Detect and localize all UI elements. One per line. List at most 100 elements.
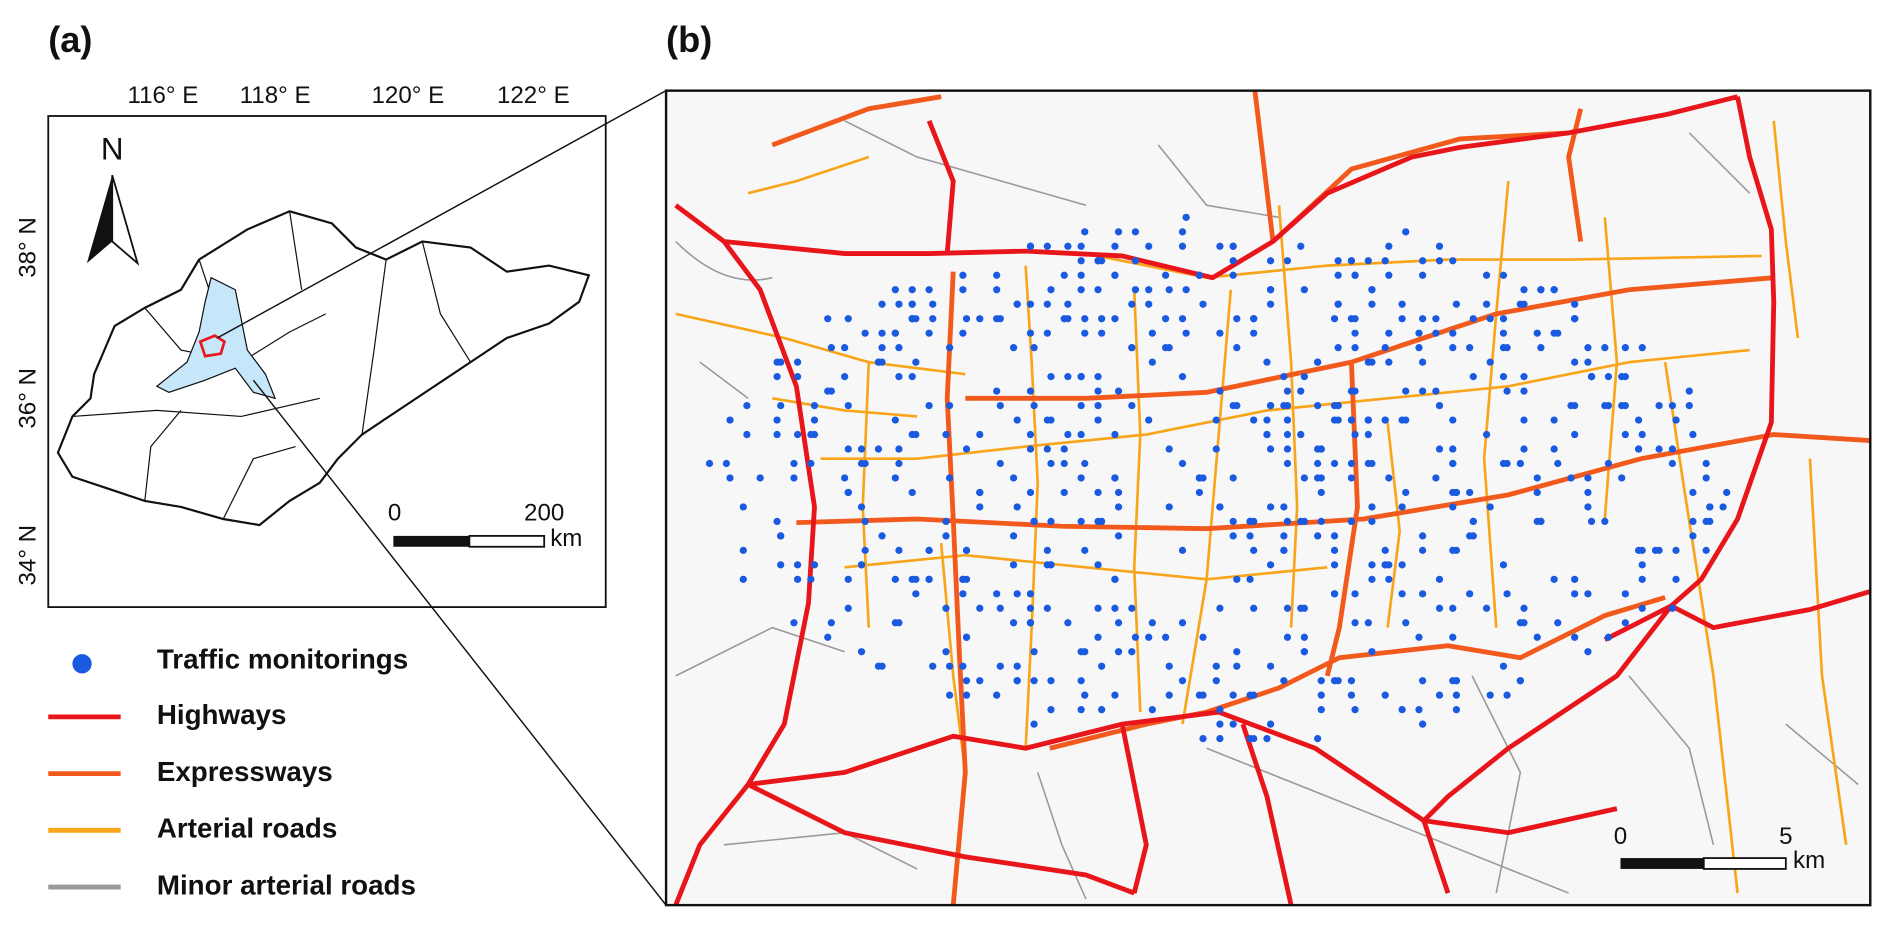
monitoring-point xyxy=(1672,575,1680,583)
monitoring-point xyxy=(1297,430,1305,439)
monitoring-point xyxy=(1314,401,1322,410)
monitoring-point xyxy=(1161,315,1170,323)
monitoring-point xyxy=(1030,720,1038,728)
monitoring-point xyxy=(1402,488,1410,497)
monitoring-point xyxy=(1469,373,1477,381)
monitoring-point xyxy=(1499,459,1508,468)
monitoring-point xyxy=(1398,561,1406,569)
monitoring-point xyxy=(1330,590,1339,598)
monitoring-point xyxy=(844,604,852,612)
monitoring-point xyxy=(1449,503,1457,511)
monitoring-point xyxy=(1047,373,1055,381)
monitoring-point xyxy=(1449,344,1457,352)
monitoring-point xyxy=(1330,315,1339,323)
monitoring-point xyxy=(1077,373,1085,381)
monitoring-point xyxy=(844,488,852,497)
monitoring-point xyxy=(1334,344,1342,352)
monitoring-point xyxy=(891,474,899,482)
monitoring-point xyxy=(1347,677,1356,685)
monitoring-point xyxy=(1009,561,1018,569)
monitoring-point xyxy=(777,358,785,366)
monitoring-point xyxy=(891,286,899,294)
monitoring-point xyxy=(1182,329,1190,337)
monitoring-point xyxy=(1114,387,1123,395)
panel-label: (a) xyxy=(48,19,92,60)
monitoring-point xyxy=(1486,315,1494,323)
monitoring-point xyxy=(1250,734,1258,743)
monitoring-point xyxy=(1077,257,1085,265)
monitoring-point xyxy=(1398,706,1406,714)
monitoring-point xyxy=(1533,633,1541,641)
monitoring-point xyxy=(824,633,832,641)
monitoring-point xyxy=(1047,286,1055,294)
monitoring-point xyxy=(1178,546,1187,554)
monitoring-point xyxy=(1283,387,1292,395)
monitoring-point xyxy=(891,329,899,337)
monitoring-point xyxy=(1469,315,1477,323)
monitoring-point xyxy=(1550,575,1558,583)
monitoring-point xyxy=(1364,416,1372,424)
monitoring-point xyxy=(1520,604,1528,612)
monitoring-point xyxy=(1435,604,1444,612)
monitoring-point xyxy=(1621,590,1629,598)
monitoring-point xyxy=(1297,242,1305,250)
connector xyxy=(216,90,667,339)
monitoring-point xyxy=(1668,459,1677,468)
monitoring-point xyxy=(1419,532,1427,540)
monitoring-point xyxy=(1368,503,1376,511)
scale-bar xyxy=(393,535,470,547)
monitoring-point xyxy=(1415,344,1423,352)
monitoring-point xyxy=(946,662,954,670)
monitoring-point xyxy=(1266,445,1275,453)
monitoring-point xyxy=(1081,546,1089,554)
monitoring-point xyxy=(1503,590,1511,598)
monitoring-point xyxy=(959,575,967,583)
monitoring-point xyxy=(1368,561,1376,569)
monitoring-point xyxy=(844,401,852,410)
monitoring-point xyxy=(1165,691,1173,699)
monitoring-point xyxy=(1584,648,1592,656)
monitoring-point xyxy=(1233,315,1241,323)
monitoring-point xyxy=(996,459,1004,468)
monitoring-point xyxy=(810,561,819,569)
scale-unit: km xyxy=(550,525,582,552)
monitoring-point xyxy=(1077,517,1085,526)
monitoring-point xyxy=(1009,532,1018,540)
monitoring-point xyxy=(1638,546,1646,554)
monitoring-point xyxy=(1516,459,1524,468)
monitoring-point xyxy=(1266,720,1275,728)
monitoring-point xyxy=(1520,373,1528,381)
monitoring-point xyxy=(1098,329,1106,337)
monitoring-point xyxy=(1128,300,1136,308)
monitoring-point xyxy=(1233,344,1241,352)
monitoring-point xyxy=(1719,503,1727,511)
monitoring-point xyxy=(874,445,883,453)
monitoring-point xyxy=(996,315,1004,323)
monitoring-point xyxy=(1229,691,1237,699)
monitoring-point xyxy=(1216,604,1224,612)
monitoring-point xyxy=(996,662,1004,670)
monitoring-point xyxy=(1402,387,1410,395)
monitoring-point xyxy=(946,401,954,410)
monitoring-point xyxy=(1702,517,1710,526)
monitoring-point xyxy=(739,575,747,583)
monitoring-point xyxy=(942,648,950,656)
monitoring-point xyxy=(1009,344,1018,352)
monitoring-point xyxy=(959,662,967,670)
monitoring-point xyxy=(1537,517,1545,526)
monitoring-point xyxy=(1364,619,1372,627)
monitoring-point xyxy=(1638,604,1646,612)
monitoring-point xyxy=(1351,430,1359,439)
monitoring-point xyxy=(1047,459,1055,468)
monitoring-point xyxy=(959,590,967,598)
monitoring-point xyxy=(1398,416,1406,424)
monitoring-point xyxy=(1672,546,1680,554)
monitoring-point xyxy=(891,416,899,424)
monitoring-point xyxy=(1449,633,1457,641)
monitoring-point xyxy=(1533,474,1541,482)
monitoring-point xyxy=(1263,734,1271,743)
monitoring-point xyxy=(1618,474,1626,482)
monitoring-point xyxy=(1229,474,1237,482)
monitoring-point xyxy=(1672,416,1680,424)
monitoring-point xyxy=(1111,575,1119,583)
